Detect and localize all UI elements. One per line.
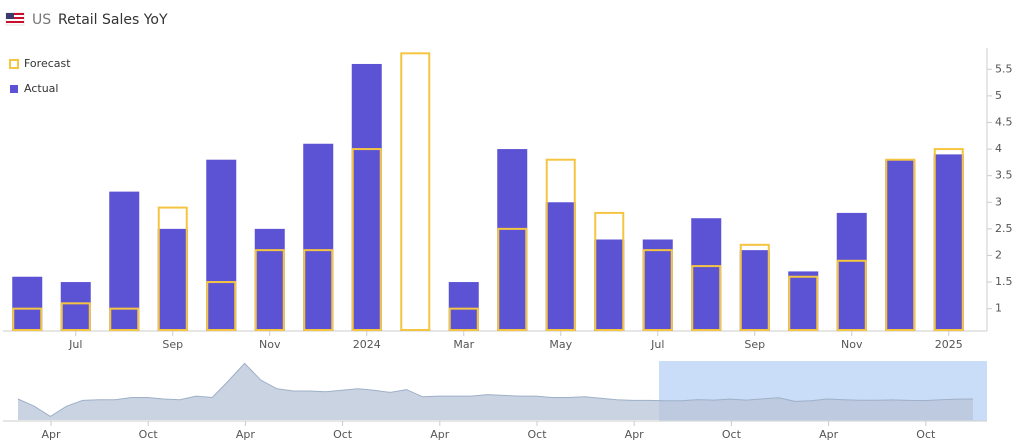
forecast-bar <box>448 307 479 332</box>
bar <box>885 159 916 331</box>
forecast-bar <box>303 249 334 331</box>
navigator-label: Apr <box>819 428 839 441</box>
navigator-label: Oct <box>916 428 936 441</box>
forecast-bar <box>933 148 964 331</box>
bar <box>448 282 479 331</box>
legend-label: Actual <box>24 82 58 95</box>
forecast-bar <box>691 265 722 331</box>
forecast-bar <box>206 281 237 331</box>
y-tick-label: 3.5 <box>995 169 1013 182</box>
bar <box>933 154 964 331</box>
y-tick-label: 2 <box>995 248 1002 261</box>
bar <box>351 63 382 331</box>
forecast-bar <box>60 302 91 332</box>
y-tick-label: 1.5 <box>995 275 1013 288</box>
bar <box>303 143 334 331</box>
forecast-bar <box>739 243 770 331</box>
bar <box>497 149 528 331</box>
forecast-bar <box>594 211 625 332</box>
legend-swatch <box>9 59 19 69</box>
forecast-bar <box>109 307 140 332</box>
bar <box>788 271 819 331</box>
y-tick-label: 5.5 <box>995 62 1013 75</box>
bar <box>157 228 188 331</box>
bar <box>642 239 673 331</box>
x-tick-label: 2024 <box>353 338 381 351</box>
forecast-bar <box>642 249 673 331</box>
forecast-bar <box>400 52 431 331</box>
forecast-bar <box>545 158 576 331</box>
forecast-bar <box>885 158 916 331</box>
legend-swatch <box>10 85 18 93</box>
x-tick-label: Sep <box>162 338 183 351</box>
bar <box>12 276 43 331</box>
navigator-label: Apr <box>41 428 61 441</box>
forecast-bar <box>254 249 285 331</box>
x-tick-label: Nov <box>259 338 281 351</box>
navigator-label: Oct <box>722 428 742 441</box>
navigator-label: Apr <box>236 428 256 441</box>
bar <box>739 250 770 331</box>
bar <box>545 202 576 331</box>
x-tick-label: Nov <box>841 338 863 351</box>
navigator-label: Oct <box>333 428 353 441</box>
country: US <box>32 12 51 28</box>
y-tick-label: 3 <box>995 195 1002 208</box>
y-tick-label: 5 <box>995 89 1002 102</box>
legend-label: Forecast <box>24 57 71 70</box>
y-tick-label: 1 <box>995 302 1002 315</box>
navigator-label: Apr <box>430 428 450 441</box>
x-tick-label: Jul <box>68 338 82 351</box>
x-tick-label: May <box>549 338 572 351</box>
chart-title: Retail Sales YoY <box>58 12 168 28</box>
navigator-label: Apr <box>625 428 645 441</box>
forecast-bar <box>351 148 382 331</box>
x-tick-label: Sep <box>744 338 765 351</box>
navigator-label: Oct <box>527 428 547 441</box>
forecast-bar <box>836 259 867 331</box>
bar <box>206 159 237 331</box>
x-tick-label: 2025 <box>935 338 963 351</box>
forecast-bar <box>497 227 528 331</box>
bar <box>60 282 91 331</box>
forecast-bar <box>788 275 819 331</box>
forecast-bar <box>12 307 43 332</box>
y-tick-label: 2.5 <box>995 222 1013 235</box>
navigator-line <box>17 362 974 417</box>
x-tick-label: Mar <box>453 338 474 351</box>
forecast-bar <box>157 206 188 332</box>
bar <box>594 239 625 331</box>
bar <box>109 191 140 331</box>
x-tick-label: Jul <box>650 338 664 351</box>
bar <box>254 228 285 331</box>
bar <box>836 212 867 331</box>
bar <box>691 218 722 331</box>
flag <box>5 12 25 26</box>
y-tick-label: 4.5 <box>995 115 1013 128</box>
navigator-area <box>18 363 973 420</box>
y-tick-label: 4 <box>995 142 1002 155</box>
navigator-label: Oct <box>139 428 159 441</box>
